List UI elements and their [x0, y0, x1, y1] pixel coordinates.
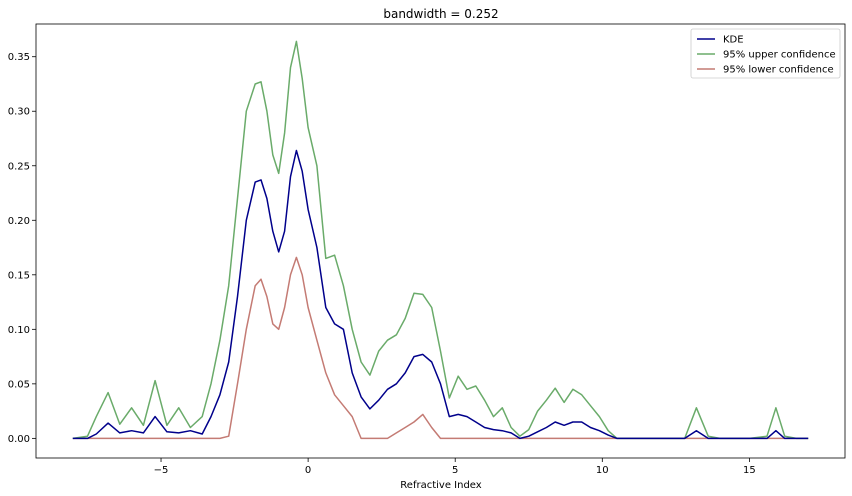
legend-label: 95% upper confidence: [723, 50, 836, 61]
y-tick-label: 0.25: [8, 161, 30, 172]
x-tick-label: 0: [305, 465, 311, 476]
y-axis: 0.00 0.05 0.10 0.15 0.20 0.25 0.30 0.35: [8, 52, 36, 445]
x-tick-label: 15: [743, 465, 756, 476]
x-axis: −5 0 5 10 15: [154, 458, 756, 476]
series-layer: [72, 40, 809, 440]
legend-box: [690, 28, 841, 79]
x-tick-label: 5: [452, 465, 458, 476]
y-tick-label: 0.10: [8, 325, 30, 336]
y-tick-label: 0.15: [8, 270, 30, 281]
plot-frame: [35, 23, 846, 459]
y-tick-label: 0.30: [8, 107, 30, 118]
y-tick-label: 0.05: [8, 379, 30, 390]
legend-label: 95% lower confidence: [723, 65, 834, 76]
y-tick-label: 0.35: [8, 52, 30, 63]
series-line-2: [72, 256, 809, 440]
legend: KDE 95% upper confidence 95% lower confide…: [690, 28, 841, 79]
y-tick-label: 0.20: [8, 216, 30, 227]
chart-title: bandwidth = 0.252: [383, 7, 498, 21]
plot-area: [35, 23, 846, 459]
series-line-0: [72, 149, 809, 440]
legend-label: KDE: [723, 35, 744, 46]
y-tick-label: 0.00: [8, 434, 30, 445]
x-tick-label: −5: [154, 465, 169, 476]
x-tick-label: 10: [596, 465, 609, 476]
x-axis-label: Refractive Index: [400, 480, 481, 491]
